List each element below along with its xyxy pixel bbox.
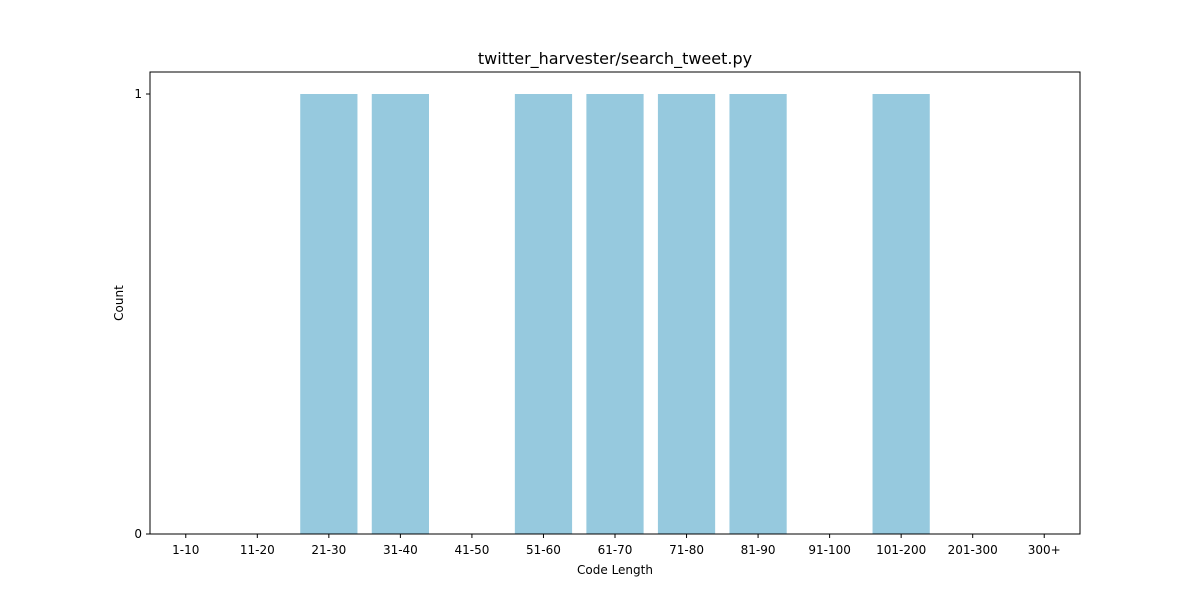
x-tick-label: 21-30 xyxy=(311,543,346,557)
x-tick-label: 51-60 xyxy=(526,543,561,557)
y-tick-label: 0 xyxy=(134,527,142,541)
y-axis-label: Count xyxy=(112,285,126,321)
bar xyxy=(514,94,573,534)
bar xyxy=(872,94,930,534)
y-tick-label: 1 xyxy=(134,87,142,101)
x-tick-label: 1-10 xyxy=(172,543,199,557)
bar xyxy=(657,94,716,534)
bar xyxy=(586,94,644,534)
x-axis-label: Code Length xyxy=(577,563,653,577)
ticks-layer: 1-10 11-20 21-30 31-40 41-50 51-60 61-70 71-80 8… xyxy=(134,87,1060,557)
bars-layer xyxy=(300,94,930,534)
x-tick-label: 101-200 xyxy=(876,543,926,557)
x-tick-label: 81-90 xyxy=(741,543,776,557)
x-tick-label: 71-80 xyxy=(669,543,704,557)
bar xyxy=(300,94,358,534)
bar xyxy=(371,94,429,534)
bar xyxy=(729,94,787,534)
x-tick-label: 11-20 xyxy=(240,543,275,557)
x-tick-label: 61-70 xyxy=(598,543,633,557)
plot-frame xyxy=(149,71,1081,535)
x-tick-label: 300+ xyxy=(1028,543,1061,557)
x-tick-label: 41-50 xyxy=(454,543,489,557)
chart-title: twitter_harvester/search_tweet.py xyxy=(478,49,752,69)
x-tick-label: 201-300 xyxy=(948,543,998,557)
x-tick-label: 31-40 xyxy=(383,543,418,557)
x-tick-label: 91-100 xyxy=(808,543,851,557)
